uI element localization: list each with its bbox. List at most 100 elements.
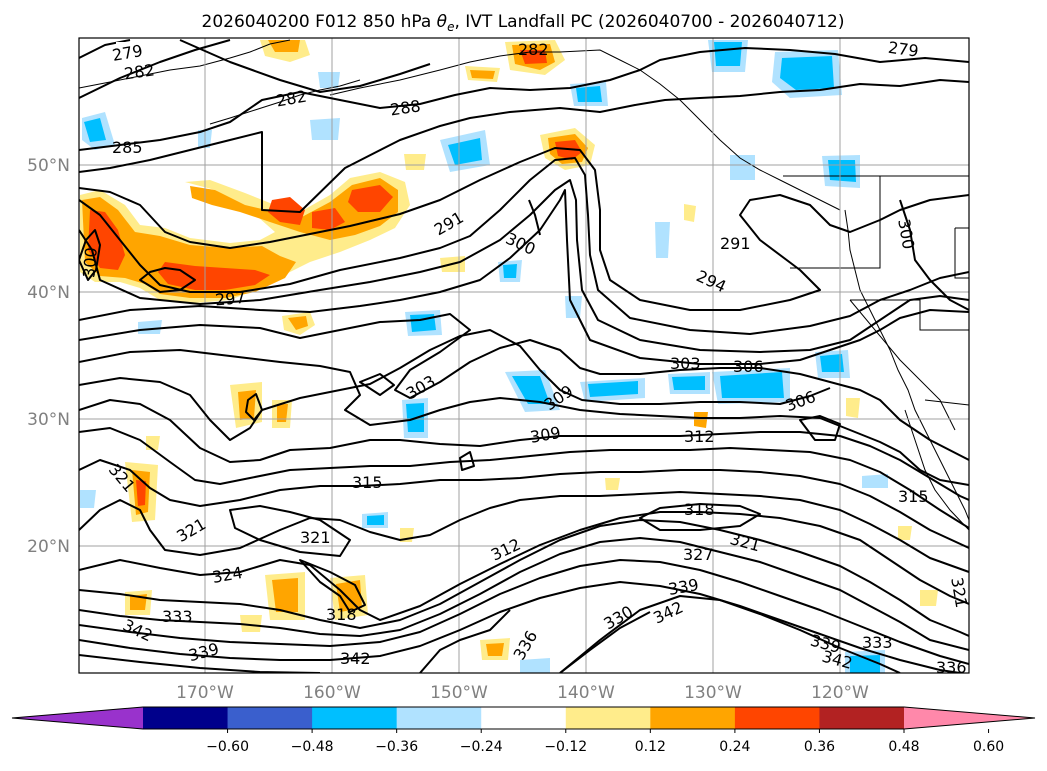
contour-label: 306	[733, 357, 764, 376]
contour-line	[79, 47, 969, 151]
mexico-border	[924, 399, 969, 406]
map-area: 279 282 282 282 279 285 288 291 300 294 …	[79, 38, 971, 673]
ivt-positive-region	[312, 208, 345, 230]
contour-line	[559, 611, 651, 673]
contour-line	[79, 511, 969, 621]
title-suffix: , IVT Landfall PC (2026040700 - 20260407…	[454, 12, 844, 32]
colorbar-tick-label: −0.12	[544, 739, 587, 755]
ivt-positive-region	[404, 154, 426, 170]
ivt-positive-region	[898, 526, 912, 540]
ivt-positive-region	[136, 480, 146, 506]
ivt-positive-region	[520, 50, 547, 64]
contour-label: 315	[352, 473, 383, 492]
contour-line	[419, 609, 511, 673]
lat-axis-labels: 50°N 40°N 30°N 20°N	[27, 156, 70, 557]
contour-label: 327	[683, 545, 714, 564]
colorbar-segment	[396, 707, 482, 729]
title-theta-sub: e	[447, 20, 454, 34]
contour-label: 288	[389, 96, 422, 119]
ivt-positive-region	[88, 210, 125, 270]
ivt-negative-region	[576, 86, 602, 102]
contour-line	[229, 505, 351, 557]
ivt-positive-region	[240, 615, 262, 632]
ivt-shading	[80, 40, 938, 673]
ivt-negative-region	[503, 264, 517, 278]
colorbar-tick-label: −0.60	[206, 739, 249, 755]
lat-label: 40°N	[27, 283, 70, 303]
lat-label: 50°N	[27, 156, 70, 176]
ivt-positive-region	[190, 178, 398, 240]
contour-label-bg	[116, 42, 150, 60]
contour-line	[79, 459, 969, 549]
ivt-negative-region	[448, 138, 482, 165]
contour-label: 300	[79, 247, 101, 279]
contour-label: 282	[123, 60, 156, 83]
title-prefix: 2026040200 F012 850 hPa	[202, 12, 437, 32]
ivt-positive-region	[920, 590, 938, 606]
colorbar-segment	[227, 707, 313, 729]
state-line-id	[954, 227, 969, 279]
lon-label: 170°W	[176, 683, 234, 703]
contour-line	[639, 503, 761, 531]
contour-label: 333	[862, 633, 893, 652]
ivt-negative-region	[828, 160, 856, 182]
colorbar-tick-label: 0.36	[804, 739, 835, 755]
lon-label: 150°W	[430, 683, 488, 703]
ivt-negative-region	[80, 490, 96, 508]
contour-line	[139, 267, 196, 293]
ivt-positive-region	[486, 643, 504, 656]
contour-line	[79, 229, 101, 281]
contour-line	[79, 79, 969, 213]
colorbar-segment	[819, 707, 905, 729]
contour-label: 285	[112, 138, 143, 157]
contour-line	[79, 537, 969, 651]
chart-title: 2026040200 F012 850 hPa θe, IVT Landfall…	[202, 12, 845, 34]
ivt-negative-region	[820, 354, 844, 372]
contour-line	[179, 39, 431, 93]
ivt-negative-region	[655, 222, 670, 258]
alaska-coast	[79, 39, 291, 89]
contour-line	[799, 415, 841, 441]
lat-label: 30°N	[27, 410, 70, 430]
colorbar-segment	[481, 707, 567, 729]
contour-line	[79, 427, 969, 529]
ivt-negative-region	[520, 658, 550, 673]
contour-label: 291	[720, 234, 751, 253]
colorbar-tick-label: −0.36	[375, 739, 418, 755]
contour-label: 303	[670, 354, 701, 373]
ivt-positive-region	[272, 578, 298, 612]
colorbar: −0.60 −0.48 −0.36 −0.24 −0.12 0.12 0.24 0.36 0.4…	[11, 706, 1036, 755]
lon-label: 120°W	[811, 683, 869, 703]
contour-line	[359, 373, 395, 396]
ivt-negative-region	[862, 474, 888, 488]
contour-label: 318	[326, 605, 357, 624]
contour-label: 333	[162, 607, 193, 626]
ivt-negative-region	[720, 372, 784, 398]
title-theta: θ	[437, 12, 448, 32]
contour-label: 321	[300, 528, 331, 547]
ivt-negative-region	[512, 376, 550, 404]
ivt-negative-region	[367, 515, 384, 525]
ivt-positive-region	[277, 404, 288, 422]
colorbar-segment	[565, 707, 651, 729]
colorbar-tick-label: −0.24	[460, 739, 503, 755]
ivt-negative-region	[714, 42, 742, 66]
contour-label: 342	[340, 649, 371, 668]
state-line-or-ca	[790, 176, 881, 269]
contour-label: 282	[518, 40, 549, 59]
ivt-positive-region	[846, 398, 860, 418]
contour-line	[79, 189, 969, 365]
ivt-negative-region	[318, 72, 340, 88]
ivt-positive-region	[605, 478, 620, 490]
contour-label: 297	[214, 288, 246, 310]
contour-line	[79, 399, 969, 501]
lat-label: 20°N	[27, 537, 70, 557]
contour-line	[79, 581, 961, 673]
contour-label: 315	[898, 487, 929, 506]
colorbar-segment	[650, 707, 736, 729]
lon-label: 160°W	[303, 683, 361, 703]
contour-label: 321	[947, 576, 971, 609]
colorbar-segment	[734, 707, 820, 729]
